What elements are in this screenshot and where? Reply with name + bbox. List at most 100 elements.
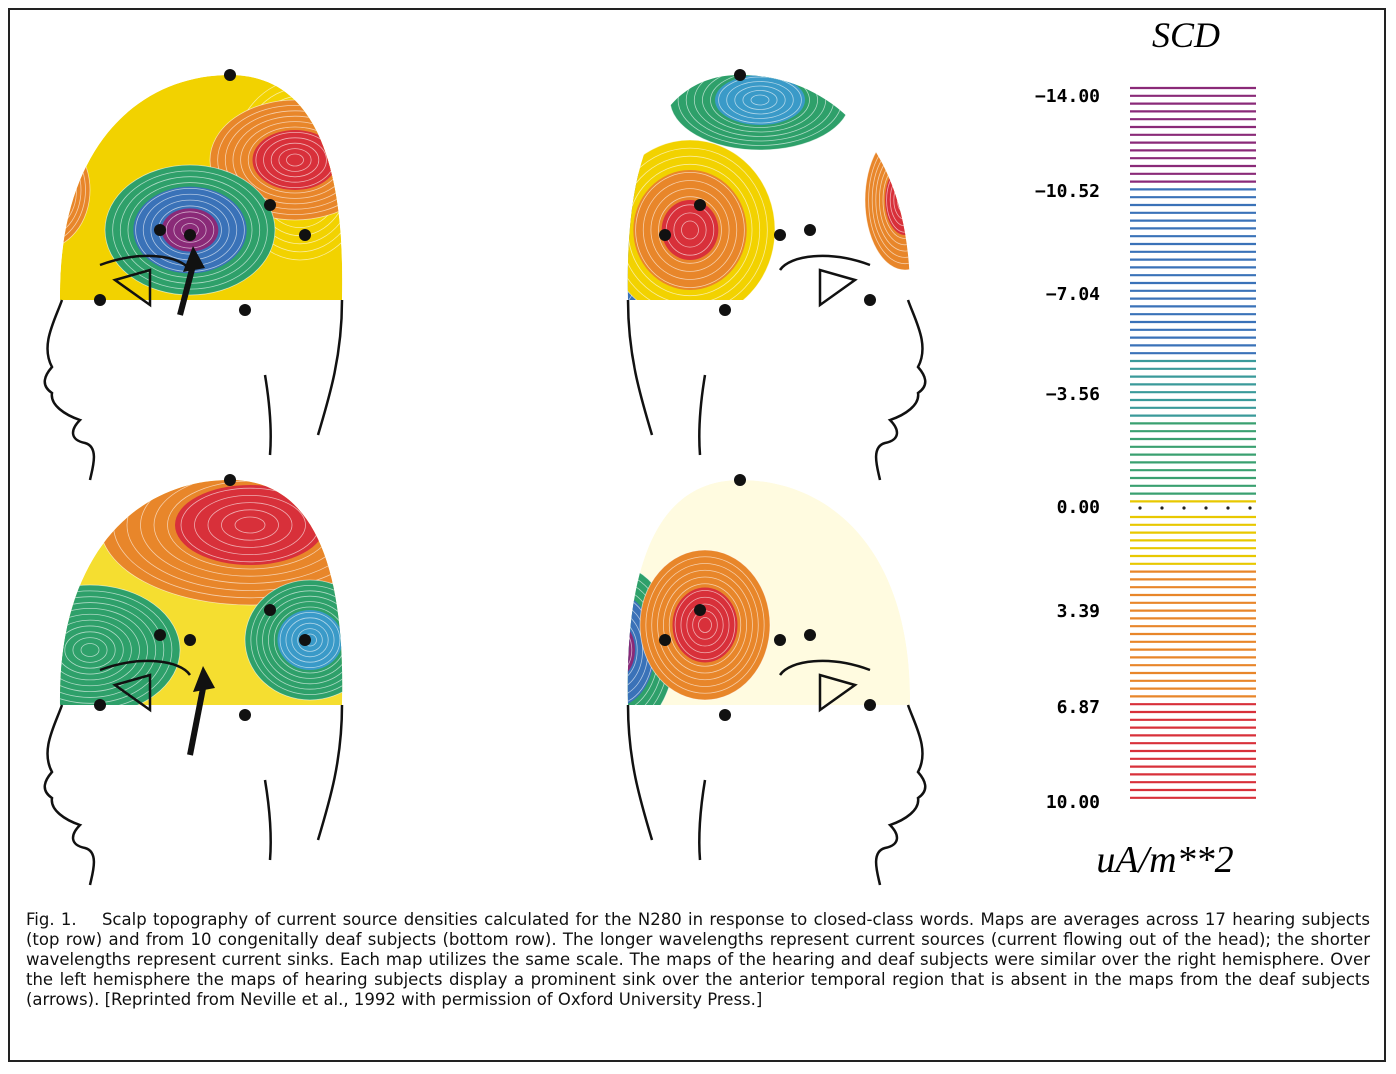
- head-outline: [626, 474, 927, 886]
- contour-fill: [385, 590, 445, 730]
- arrow-shaft: [187, 677, 208, 756]
- contour-line: [657, 569, 753, 681]
- head-line: [316, 704, 344, 841]
- contour-line: [585, 213, 616, 266]
- contour-line: [140, 480, 343, 584]
- contour-fill: [175, 485, 325, 565]
- zero-dot: [1248, 506, 1252, 510]
- contour-line: [750, 94, 770, 106]
- contour-line: [681, 220, 699, 240]
- contour-fill: [672, 587, 738, 663]
- contour-line: [627, 178, 636, 300]
- neck: [263, 779, 273, 861]
- electrode: [659, 634, 671, 646]
- contour-line: [221, 509, 279, 541]
- contour-line: [663, 576, 748, 674]
- contour-line: [702, 75, 819, 133]
- contour-line: [59, 596, 165, 704]
- contour-fill: [715, 75, 805, 125]
- tick-label: 0.00: [1057, 497, 1100, 518]
- contour-line: [388, 596, 443, 723]
- frame: [8, 8, 1386, 1062]
- contour-line: [104, 164, 276, 296]
- contour-line: [232, 115, 343, 205]
- contour-line: [645, 556, 765, 694]
- contour-line: [59, 590, 173, 705]
- contour-line: [396, 615, 434, 705]
- contour-line: [580, 205, 621, 275]
- head-outline: [626, 69, 927, 481]
- tick-label: −7.04: [1046, 284, 1100, 305]
- contour-fill: [573, 193, 628, 288]
- contour-line: [693, 75, 827, 137]
- contour-line: [59, 140, 82, 240]
- contour-fill: [59, 160, 65, 220]
- electrode: [94, 699, 106, 711]
- contour-line: [374, 192, 407, 269]
- tick-label: 3.39: [1057, 601, 1100, 622]
- contour-line: [642, 180, 738, 280]
- contour-line: [278, 148, 312, 172]
- contour-line: [639, 549, 771, 701]
- contour-line: [734, 85, 786, 115]
- electrode: [184, 634, 196, 646]
- contour-line: [59, 584, 181, 705]
- contour-line: [893, 179, 911, 220]
- scalp-map: [59, 480, 445, 730]
- contour-line: [59, 145, 77, 235]
- zero-dot: [1204, 506, 1208, 510]
- contour-fill: [375, 195, 405, 265]
- electrode: [734, 69, 746, 81]
- contour-line: [609, 642, 621, 659]
- ear: [778, 659, 871, 713]
- electrode: [299, 634, 311, 646]
- contour-line: [627, 139, 776, 300]
- electrode: [239, 304, 251, 316]
- contour-line: [399, 622, 432, 699]
- contour-line: [217, 105, 343, 215]
- contour-line: [379, 204, 401, 256]
- contour-line: [627, 618, 638, 682]
- contour-line: [234, 516, 266, 534]
- contour-line: [385, 590, 445, 730]
- scalp-map: [573, 75, 911, 300]
- contour-line: [627, 610, 644, 690]
- contour-line: [297, 628, 323, 652]
- electrode: [264, 199, 276, 211]
- neck: [697, 779, 707, 861]
- contour-line: [286, 153, 304, 167]
- contour-line: [165, 211, 215, 249]
- contour-line: [126, 480, 343, 591]
- contour-line: [710, 75, 810, 128]
- contour-line: [59, 613, 140, 687]
- face-line: [874, 704, 927, 886]
- contour-line: [393, 609, 437, 711]
- figure: SCD −14.00 −10.52 −7.04 −3.56 0.00 3.39 …: [35, 15, 1256, 886]
- contour-line: [59, 608, 148, 693]
- contour-line: [59, 134, 86, 245]
- contour-fill: [661, 200, 719, 260]
- contour-fill: [400, 625, 430, 695]
- contour-line: [658, 196, 722, 264]
- contour-line: [387, 223, 393, 237]
- electrode: [774, 229, 786, 241]
- neck: [263, 374, 273, 456]
- contour-line: [368, 179, 412, 281]
- contour-line: [240, 121, 343, 199]
- contour-line: [35, 184, 45, 196]
- contour-line: [270, 142, 320, 178]
- contour-line: [650, 188, 730, 272]
- contour-line: [371, 185, 409, 275]
- contour-line: [59, 619, 132, 681]
- contour-line: [112, 170, 268, 290]
- contour-line: [59, 602, 157, 698]
- contour-line: [285, 617, 335, 663]
- contour-line: [575, 196, 626, 283]
- ear: [778, 254, 871, 308]
- contour-line: [686, 603, 724, 647]
- contour-fill: [627, 621, 635, 679]
- electrode: [264, 604, 276, 616]
- electrode: [774, 634, 786, 646]
- arrow-head: [193, 666, 215, 692]
- ear: [99, 659, 192, 713]
